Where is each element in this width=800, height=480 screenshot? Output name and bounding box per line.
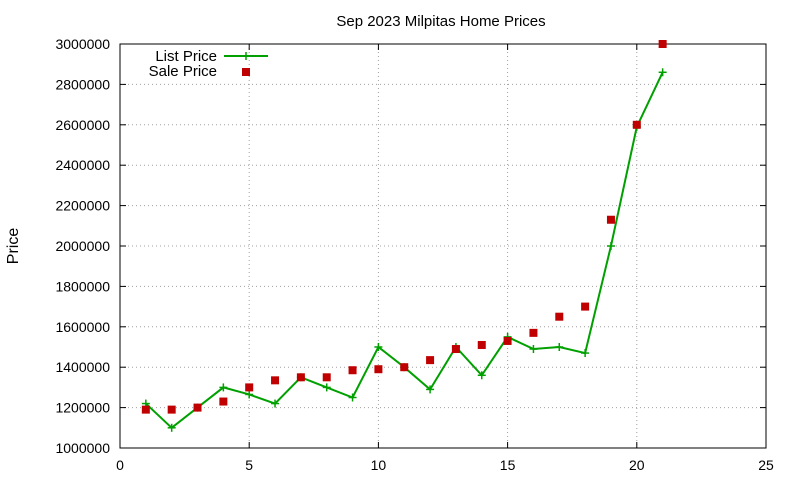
sale-price-point [167,405,176,414]
sale-price-point [193,403,202,412]
sale-price-point [374,365,383,374]
list-price-point [581,349,590,358]
legend: List Price Sale Price [149,48,268,80]
series-sale-price [141,40,667,414]
chart-title: Sep 2023 Milpitas Home Prices [336,13,545,30]
y-tick-label: 1600000 [55,319,110,335]
list-price-point [606,242,615,250]
x-tick-label: 20 [629,457,645,473]
axis-ticks: 0 5 10 15 20 25 1000000 1200000 1400000 1600000 18… [55,36,774,473]
sale-price-point [503,336,512,345]
list-price-point [555,343,564,351]
list-price-point [167,423,176,432]
y-tick-label: 2600000 [55,117,110,133]
y-tick-label: 1400000 [55,359,110,375]
grid-lines [120,44,766,448]
x-tick-label: 5 [245,457,253,473]
sale-price-point [141,405,150,414]
list-price-point [658,68,667,77]
y-tick-label: 1200000 [55,400,110,416]
sale-price-point [658,40,667,48]
series-list-price [141,68,667,432]
sale-price-point [245,383,254,392]
sale-price-point [219,397,228,406]
sale-price-point [451,345,460,354]
sale-price-point [400,363,409,372]
sale-price-point [271,376,280,385]
y-tick-label: 1800000 [55,278,110,294]
x-tick-label: 0 [116,457,124,473]
list-price-point [322,383,331,392]
x-tick-label: 10 [371,457,387,473]
sale-price-point [606,215,615,224]
sale-price-point [426,356,435,365]
series-layer [141,40,667,432]
sale-price-point [581,302,590,311]
list-price-point [426,385,435,394]
sale-price-point [348,366,357,375]
x-tick-label: 25 [758,457,774,473]
list-price-point [374,343,383,351]
legend-swatch-list-price-marker [242,52,250,60]
list-price-line [145,71,664,430]
sale-price-point [477,340,486,349]
list-price-point [271,399,280,408]
y-axis-label: Price [5,228,22,265]
legend-label-list-price: List Price [155,48,217,65]
y-tick-label: 1000000 [55,440,110,456]
y-tick-label: 2200000 [55,198,110,214]
list-price-point [219,383,228,392]
list-price-point [245,390,254,399]
y-tick-label: 2400000 [55,157,110,173]
sale-price-point [529,328,538,337]
legend-label-sale-price: Sale Price [149,63,217,80]
y-tick-label: 2800000 [55,76,110,92]
legend-swatch-sale-price-marker [242,68,250,76]
sale-price-point [555,312,564,321]
y-tick-label: 3000000 [55,36,110,52]
list-price-point [348,393,357,402]
x-tick-label: 15 [500,457,516,473]
y-tick-label: 2000000 [55,238,110,254]
sale-price-point [632,120,641,129]
sale-price-point [322,373,331,382]
sale-price-point [296,373,305,382]
list-price-point [477,371,486,380]
list-price-point [529,345,538,354]
